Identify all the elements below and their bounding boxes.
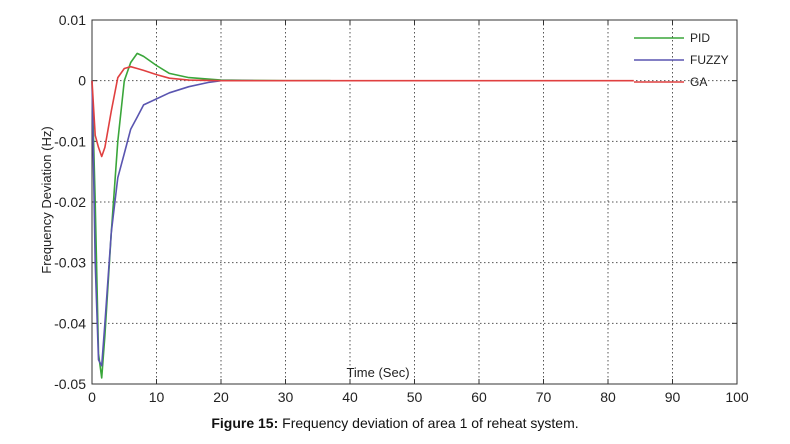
x-tick-label: 80 [600,389,616,405]
x-axis-label: Time (Sec) [346,365,409,380]
y-tick-label: -0.02 [54,194,86,210]
x-tick-label: 100 [725,389,749,405]
y-tick-label: -0.01 [54,133,86,149]
caption-label: Figure 15: [211,415,279,431]
y-tick-label: 0 [78,73,86,89]
y-tick-label: 0.01 [59,12,86,28]
series-layer [91,52,634,379]
x-tick-label: 20 [213,389,229,405]
legend-label-ga: GA [690,75,707,89]
y-tick-label: -0.04 [54,315,86,331]
tick-labels: 0 10 20 30 40 50 60 70 80 90 100 0.01 0 -0.01 -0.02 -0.… [54,12,749,405]
x-tick-label: 70 [536,389,552,405]
series-line-fuzzy [91,79,254,367]
x-tick-label: 90 [665,389,681,405]
x-tick-label: 30 [278,389,294,405]
x-tick-label: 0 [88,389,96,405]
series-line-ga [91,65,634,158]
y-tick-label: -0.03 [54,255,86,271]
caption-text: Frequency deviation of area 1 of reheat … [278,415,579,431]
legend: PID FUZZY GA [634,31,729,89]
x-tick-label: 40 [342,389,358,405]
y-tick-label: -0.05 [54,376,86,392]
y-axis-label: Frequency Deviation (Hz) [39,126,54,273]
figure-caption: Figure 15: Frequency deviation of area 1… [0,415,790,431]
legend-label-fuzzy: FUZZY [690,53,729,67]
legend-label-pid: PID [690,31,710,45]
x-tick-label: 10 [149,389,165,405]
x-tick-label: 60 [471,389,487,405]
x-tick-label: 50 [407,389,423,405]
